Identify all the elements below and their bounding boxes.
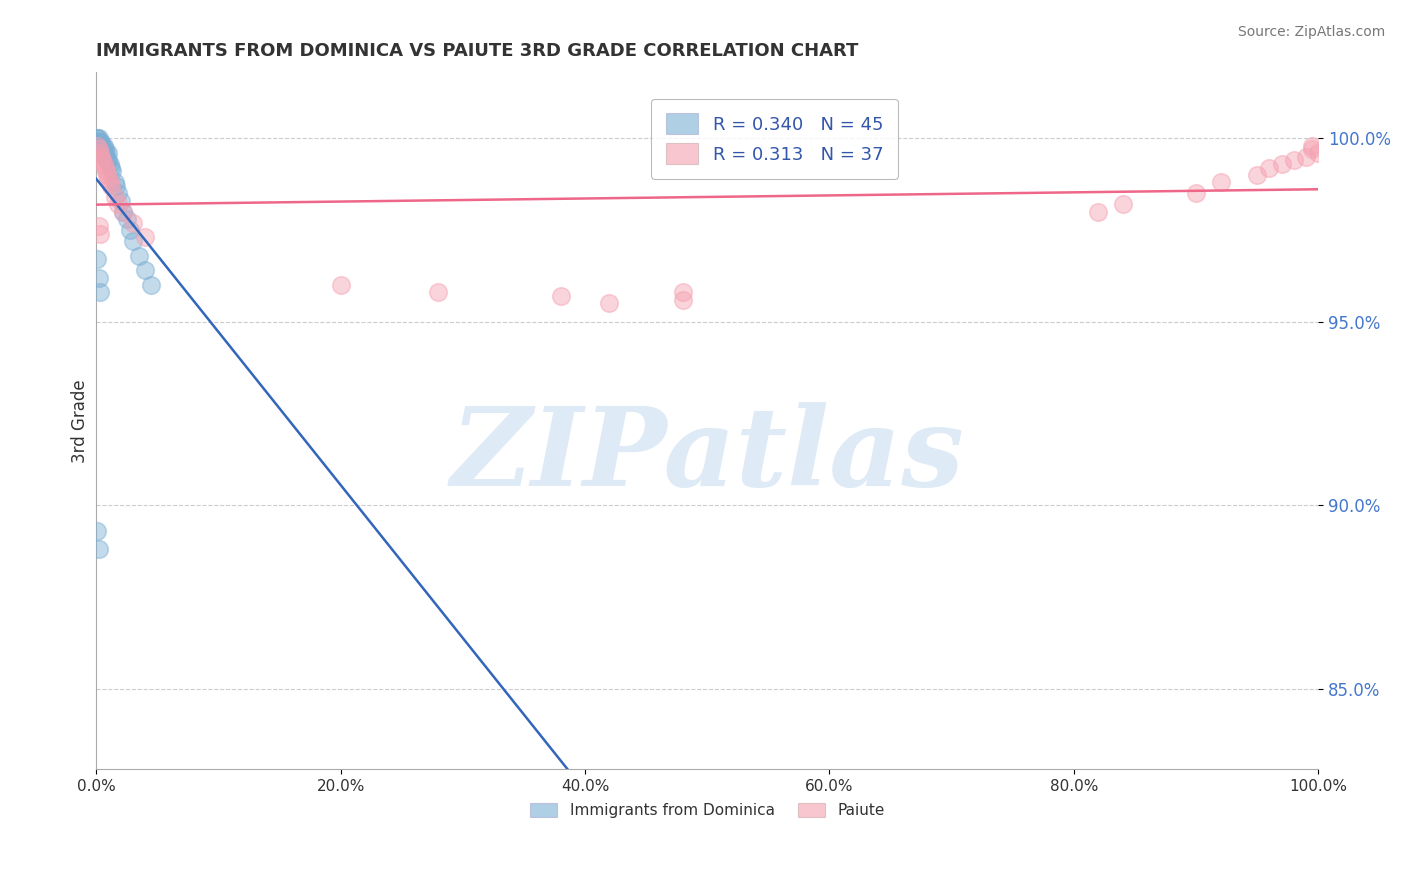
Point: [86, 135, 108, 149]
Point: [89, 146, 111, 161]
Point: [121, 234, 143, 248]
Point: [87, 270, 110, 285]
Point: [89, 138, 111, 153]
Point: [1185, 186, 1208, 201]
Point: [86, 252, 108, 267]
Point: [141, 278, 163, 293]
Point: [86, 138, 108, 153]
Text: ZIPatlas: ZIPatlas: [450, 402, 965, 509]
Point: [86, 131, 108, 145]
Point: [86, 131, 108, 145]
Point: [120, 223, 142, 237]
Point: [103, 190, 125, 204]
Point: [93, 146, 115, 161]
Point: [100, 161, 122, 175]
Point: [1258, 161, 1281, 175]
Point: [87, 135, 110, 149]
Point: [93, 161, 115, 175]
Point: [598, 296, 620, 310]
Point: [103, 176, 125, 190]
Point: [550, 289, 572, 303]
Point: [1301, 143, 1323, 157]
Point: [93, 143, 115, 157]
Point: [93, 150, 115, 164]
Point: [112, 204, 135, 219]
Point: [91, 146, 114, 161]
Point: [89, 285, 111, 300]
Point: [86, 138, 108, 153]
Point: [94, 164, 117, 178]
Point: [86, 524, 108, 538]
Text: Source: ZipAtlas.com: Source: ZipAtlas.com: [1237, 25, 1385, 39]
Point: [134, 263, 156, 277]
Point: [1209, 176, 1232, 190]
Point: [91, 138, 114, 153]
Point: [112, 204, 135, 219]
Point: [1301, 138, 1323, 153]
Point: [96, 168, 118, 182]
Point: [1282, 153, 1305, 168]
Point: [96, 153, 118, 168]
Point: [1308, 146, 1330, 161]
Point: [87, 131, 110, 145]
Point: [87, 542, 110, 557]
Point: [93, 157, 115, 171]
Point: [97, 146, 120, 161]
Point: [134, 230, 156, 244]
Point: [87, 219, 110, 234]
Text: IMMIGRANTS FROM DOMINICA VS PAIUTE 3RD GRADE CORRELATION CHART: IMMIGRANTS FROM DOMINICA VS PAIUTE 3RD G…: [96, 42, 859, 60]
Point: [427, 285, 450, 300]
Point: [100, 179, 122, 194]
Point: [110, 194, 132, 208]
Point: [97, 153, 120, 168]
Point: [94, 146, 117, 161]
Point: [107, 197, 129, 211]
Point: [1271, 157, 1294, 171]
Point: [107, 186, 129, 201]
Point: [329, 278, 352, 293]
Point: [672, 285, 695, 300]
Point: [128, 249, 150, 263]
Point: [115, 212, 138, 227]
Point: [101, 164, 124, 178]
Point: [87, 143, 110, 157]
Point: [1087, 204, 1109, 219]
Point: [91, 153, 114, 168]
Point: [1295, 150, 1317, 164]
Point: [87, 138, 110, 153]
Point: [121, 216, 143, 230]
Point: [89, 135, 111, 149]
Point: [1112, 197, 1135, 211]
Point: [93, 138, 115, 153]
Point: [98, 176, 121, 190]
Point: [90, 143, 112, 157]
Point: [98, 157, 121, 171]
Point: [89, 227, 111, 241]
Point: [87, 143, 110, 157]
Point: [97, 171, 120, 186]
Point: [90, 150, 112, 164]
Point: [672, 293, 695, 307]
Point: [90, 135, 112, 149]
Point: [91, 143, 114, 157]
Y-axis label: 3rd Grade: 3rd Grade: [72, 379, 89, 463]
Legend: Immigrants from Dominica, Paiute: Immigrants from Dominica, Paiute: [524, 797, 891, 824]
Point: [90, 138, 112, 153]
Point: [104, 179, 127, 194]
Point: [1246, 168, 1268, 182]
Point: [89, 143, 111, 157]
Point: [86, 143, 108, 157]
